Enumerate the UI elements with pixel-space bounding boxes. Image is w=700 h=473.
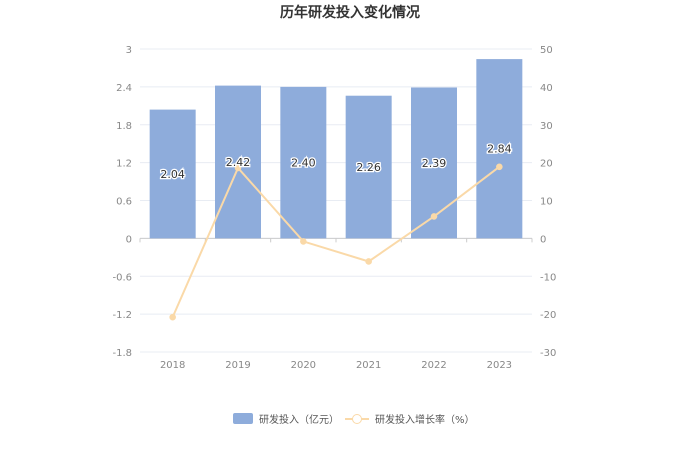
y-right-tick-label: 20 — [540, 159, 553, 170]
y-right-tick-label: 40 — [540, 83, 553, 94]
legend: 研发投入（亿元） 研发投入增长率（%） — [0, 411, 700, 429]
y-right-tick-label: 0 — [540, 234, 546, 245]
y-right-tick-label: 30 — [540, 121, 553, 132]
y-left-tick-label: -1.2 — [112, 310, 132, 321]
legend-item-line[interactable]: 研发投入增长率（%） — [345, 411, 475, 426]
legend-bar-swatch — [233, 413, 253, 424]
y-left-tick-label: 0 — [126, 234, 132, 245]
y-right-tick-label: -30 — [540, 348, 556, 359]
y-left-tick-label: 1.2 — [116, 159, 132, 170]
x-tick-label: 2018 — [160, 360, 185, 371]
x-tick-label: 2022 — [421, 360, 446, 371]
growth-point — [234, 164, 242, 172]
x-tick-label: 2019 — [225, 360, 250, 371]
y-right-tick-label: -20 — [540, 310, 556, 321]
y-left-tick-label: 3 — [126, 45, 132, 56]
y-left-tick-label: 1.8 — [116, 121, 132, 132]
x-tick-label: 2023 — [487, 360, 512, 371]
y-right-tick-label: 50 — [540, 45, 553, 56]
y-left-tick-label: -1.8 — [112, 348, 132, 359]
y-left-tick-label: 2.4 — [116, 83, 132, 94]
bar — [476, 59, 523, 239]
bar-value-label: 2.39 — [422, 157, 447, 170]
bar — [149, 109, 196, 239]
growth-point — [365, 258, 372, 265]
bar-value-label: 2.40 — [291, 157, 316, 170]
bar-value-label: 2.04 — [160, 168, 185, 181]
legend-line-label: 研发投入增长率（%） — [375, 415, 475, 426]
growth-point — [300, 238, 307, 245]
y-right-tick-label: 10 — [540, 197, 553, 208]
x-tick-label: 2021 — [356, 360, 381, 371]
growth-point — [430, 213, 438, 220]
y-left-tick-label: 0.6 — [116, 197, 132, 208]
legend-item-bar[interactable]: 研发投入（亿元） — [233, 411, 339, 426]
growth-line — [171, 165, 500, 318]
chart-title: 历年研发投入变化情况 — [280, 5, 420, 21]
bar-value-label: 2.26 — [356, 161, 381, 174]
growth-point — [169, 313, 176, 321]
legend-line-swatch — [345, 413, 369, 425]
legend-bar-label: 研发投入（亿元） — [259, 415, 339, 426]
bar — [345, 95, 392, 239]
x-tick-label: 2020 — [291, 360, 316, 371]
bar — [280, 86, 327, 239]
bar — [215, 85, 261, 239]
bar-value-label: 2.42 — [226, 156, 251, 169]
y-right-tick-label: -10 — [540, 272, 556, 283]
bar-value-label: 2.84 — [487, 143, 512, 156]
chart-svg: 3 50 2.4 40 1.8 30 1.2 20 0.6 10 0 0 -0.6 -10 -1.2 -20 -… — [112, 45, 556, 371]
y-left-tick-label: -0.6 — [112, 272, 132, 283]
growth-point — [496, 163, 503, 171]
